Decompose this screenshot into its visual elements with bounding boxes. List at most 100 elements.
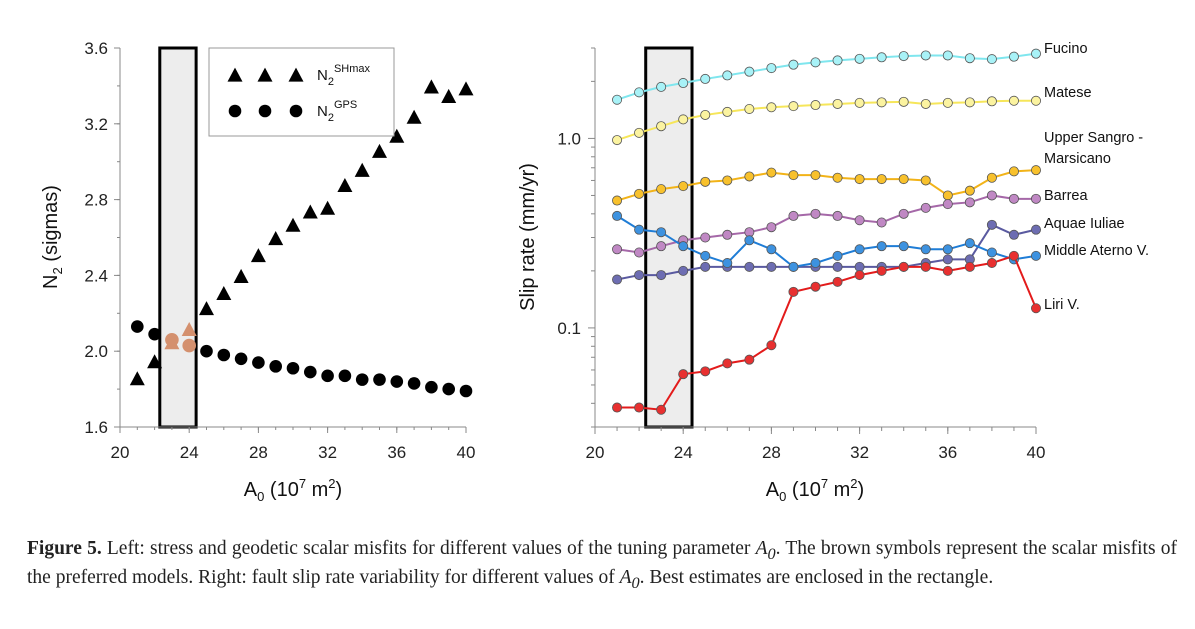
series-point <box>1008 193 1019 204</box>
legend-circle-icon <box>228 104 242 118</box>
series-point <box>700 261 711 272</box>
series-point <box>788 210 799 221</box>
series-point <box>986 219 997 230</box>
series-point <box>942 244 953 255</box>
series-point <box>920 98 931 109</box>
gps-point <box>338 369 352 383</box>
shmax-point <box>233 268 249 283</box>
series-point <box>964 261 975 272</box>
right-axes <box>588 47 1037 434</box>
left-data-points <box>129 79 474 398</box>
right-x-tick-label: 36 <box>938 443 957 462</box>
series-point <box>854 215 865 226</box>
series-point <box>920 175 931 186</box>
legend-label-gps: N2GPS <box>317 99 357 124</box>
left-y-tick-label: 3.6 <box>84 39 108 58</box>
series-point <box>766 63 777 74</box>
series-point <box>942 190 953 201</box>
caption-label: Figure 5. <box>27 538 102 559</box>
right-chart: 20 24 28 32 36 40 1.0 0.1 Fucino Matese Upper San… <box>517 41 1149 504</box>
left-y-axis-label: N2 (sigmas) <box>40 185 65 289</box>
left-x-tick-label: 28 <box>249 443 268 462</box>
series-point <box>634 402 645 413</box>
series-label-line: Marsicano <box>1044 151 1111 167</box>
legend-label-shmax: N2SHmax <box>317 63 371 88</box>
series-point <box>920 244 931 255</box>
gps-point <box>252 356 265 369</box>
gps-point <box>286 361 300 375</box>
series-point <box>898 174 909 185</box>
series-label: Barrea <box>1044 188 1088 204</box>
series-point <box>722 70 733 81</box>
shmax-point <box>441 88 457 103</box>
series-label: Aquae Iuliae <box>1044 216 1125 232</box>
gps-point <box>459 384 473 398</box>
left-chart: 20 24 28 32 36 40 1.6 2.0 2.4 2.8 3.2 3.6 N2SHmax N… <box>40 39 475 504</box>
series-point <box>986 172 997 183</box>
series-point <box>810 170 821 181</box>
series-point <box>942 97 953 108</box>
series-point <box>1031 303 1042 314</box>
series-point <box>964 97 975 108</box>
series-label: Matese <box>1044 85 1092 101</box>
series-point <box>634 127 645 138</box>
caption-text-1: Left: stress and geodetic scalar misfits… <box>101 538 756 559</box>
series-point <box>700 176 711 187</box>
series-point <box>656 184 667 195</box>
shmax-point <box>285 217 301 232</box>
series-point <box>810 57 821 68</box>
series-point <box>898 261 909 272</box>
shmax-point <box>216 285 232 301</box>
shmax-point <box>372 143 387 158</box>
series-point <box>832 172 843 183</box>
series-point <box>612 210 623 221</box>
series-point <box>832 55 843 66</box>
series-point <box>656 404 667 415</box>
series-point <box>986 247 997 258</box>
gps-point <box>234 352 248 366</box>
shmax-point <box>268 231 284 246</box>
left-x-tick-label: 32 <box>318 443 337 462</box>
caption-text-3: . Best estimates are enclosed in the rec… <box>639 566 994 588</box>
series-point <box>810 208 821 219</box>
gps-point <box>407 377 421 390</box>
series-point <box>810 281 821 292</box>
series-point <box>700 232 711 243</box>
right-x-tick-label: 24 <box>674 443 693 462</box>
series-point <box>678 241 689 252</box>
gps-point <box>269 360 283 373</box>
series-point <box>678 265 689 276</box>
series-point <box>766 261 777 272</box>
series-point <box>612 402 623 413</box>
series-point <box>788 101 799 112</box>
series-point <box>612 195 623 206</box>
series-point <box>788 59 799 70</box>
series-point <box>898 208 909 219</box>
series-point <box>700 366 711 377</box>
series-point <box>876 52 887 63</box>
series-point <box>744 103 755 114</box>
gps-point <box>321 369 334 383</box>
right-y-axis-label: Slip rate (mm/yr) <box>517 163 539 311</box>
series-point <box>722 229 733 240</box>
series-point <box>744 261 755 272</box>
series-point <box>766 222 777 233</box>
right-x-tick-label: 20 <box>586 443 605 462</box>
series-point <box>854 53 865 64</box>
series-point <box>942 199 953 210</box>
series-point <box>722 106 733 117</box>
gps-point <box>200 344 213 358</box>
left-x-tick-label: 40 <box>457 443 476 462</box>
series-point <box>678 78 689 89</box>
series-point <box>876 241 887 252</box>
series-point <box>832 250 843 261</box>
series-group <box>612 48 1042 105</box>
series-group <box>612 250 1042 415</box>
series-point <box>964 185 975 196</box>
series-point <box>986 54 997 65</box>
caption-text-2: . The brown symbols represent the scalar… <box>27 538 1177 588</box>
series-point <box>942 50 953 61</box>
series-point <box>612 274 623 285</box>
left-y-tick-label: 3.2 <box>84 115 108 134</box>
series-point <box>744 66 755 77</box>
